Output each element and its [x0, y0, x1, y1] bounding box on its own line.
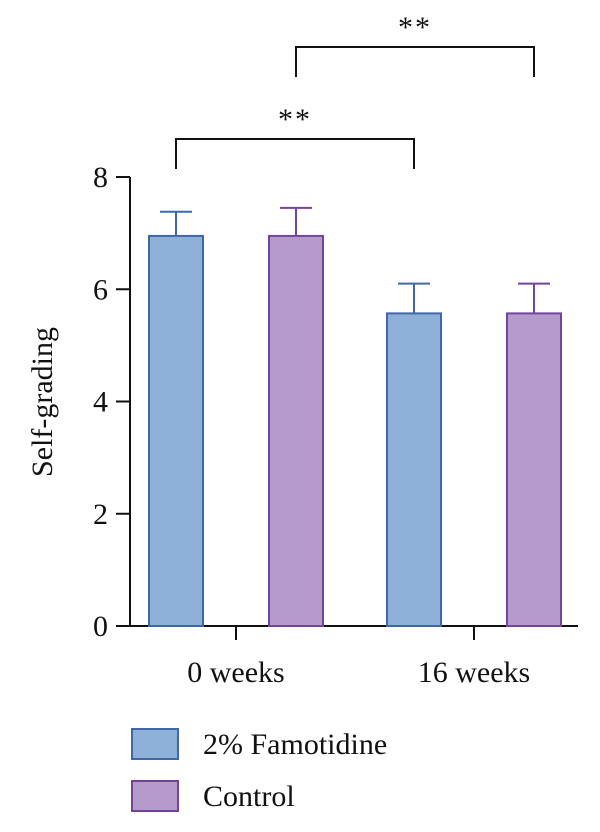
significance-label: ** — [278, 103, 312, 136]
y-tick-label: 6 — [93, 273, 108, 306]
bar — [386, 312, 442, 627]
significance-bracket — [295, 46, 535, 77]
significance-bracket — [175, 138, 415, 169]
legend-swatch — [131, 780, 179, 812]
x-tick-label: 16 weeks — [418, 656, 530, 689]
legend-label: Control — [203, 780, 295, 813]
legend-label: 2% Famotidine — [203, 728, 387, 761]
bar — [148, 234, 204, 627]
x-axis: 0 weeks 16 weeks — [130, 625, 578, 689]
y-tick-label: 0 — [93, 610, 108, 643]
legend: 2% Famotidine Control — [131, 728, 387, 813]
significance-brackets: ** ** — [175, 11, 535, 169]
y-tick-label: 8 — [93, 161, 108, 194]
y-tick-label: 4 — [93, 386, 108, 419]
bar — [268, 234, 324, 627]
x-tick-label: 0 weeks — [187, 656, 284, 689]
significance-label: ** — [398, 11, 432, 44]
legend-swatch — [131, 728, 179, 760]
bar — [506, 312, 562, 627]
y-axis: 0 2 4 6 8 — [93, 161, 131, 643]
y-tick-label: 2 — [93, 498, 108, 531]
bars-group — [148, 206, 562, 627]
y-axis-title: Self-grading — [26, 327, 59, 477]
